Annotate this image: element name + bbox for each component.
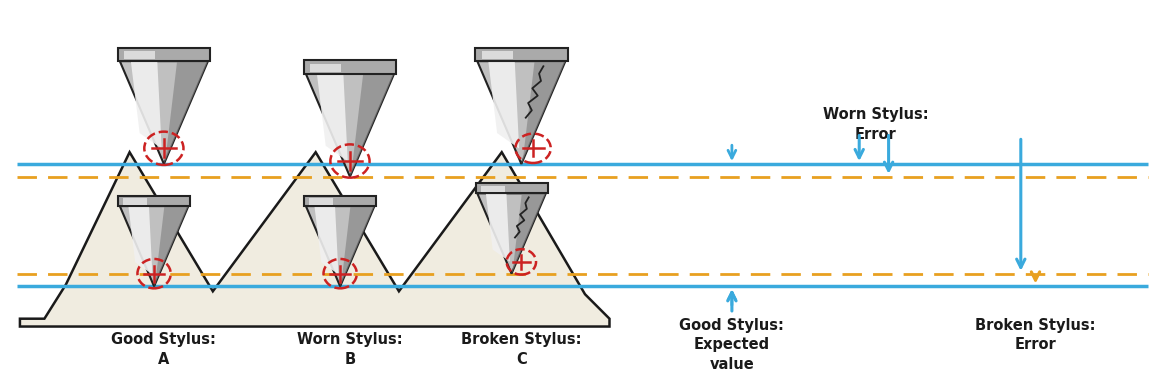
Polygon shape [477, 61, 565, 164]
Text: value: value [709, 357, 755, 372]
Text: Error: Error [1014, 337, 1057, 352]
Polygon shape [522, 61, 565, 164]
Bar [124, 51, 156, 59]
Polygon shape [119, 206, 188, 287]
Polygon shape [315, 206, 338, 274]
Bar [118, 196, 190, 206]
Polygon shape [340, 206, 374, 287]
Bar [309, 198, 333, 205]
Text: Expected: Expected [694, 337, 770, 352]
Bar [481, 185, 504, 192]
Polygon shape [164, 61, 208, 164]
Text: A: A [158, 352, 170, 367]
Polygon shape [129, 206, 152, 274]
Polygon shape [486, 193, 510, 262]
Polygon shape [488, 61, 519, 149]
Text: B: B [344, 352, 356, 367]
Polygon shape [119, 61, 208, 164]
Bar [118, 48, 211, 61]
Polygon shape [131, 61, 161, 149]
Bar [304, 196, 377, 206]
Bar [310, 64, 342, 72]
Text: Worn Stylus:: Worn Stylus: [297, 332, 402, 347]
Text: Error: Error [855, 127, 896, 142]
Text: Broken Stylus:: Broken Stylus: [461, 332, 581, 347]
Bar [475, 48, 567, 61]
Text: C: C [516, 352, 526, 367]
Text: Good Stylus:: Good Stylus: [680, 318, 784, 333]
Text: Good Stylus:: Good Stylus: [111, 332, 216, 347]
Bar [475, 183, 548, 193]
Polygon shape [477, 193, 546, 274]
Polygon shape [305, 74, 394, 177]
Polygon shape [317, 74, 347, 161]
Text: Broken Stylus:: Broken Stylus: [976, 318, 1096, 333]
Bar [482, 51, 512, 59]
Bar [304, 61, 397, 74]
Polygon shape [20, 152, 610, 326]
Polygon shape [350, 74, 394, 177]
Polygon shape [305, 206, 374, 287]
Text: Worn Stylus:: Worn Stylus: [823, 107, 929, 122]
Polygon shape [154, 206, 188, 287]
Bar [123, 198, 147, 205]
Polygon shape [511, 193, 546, 274]
